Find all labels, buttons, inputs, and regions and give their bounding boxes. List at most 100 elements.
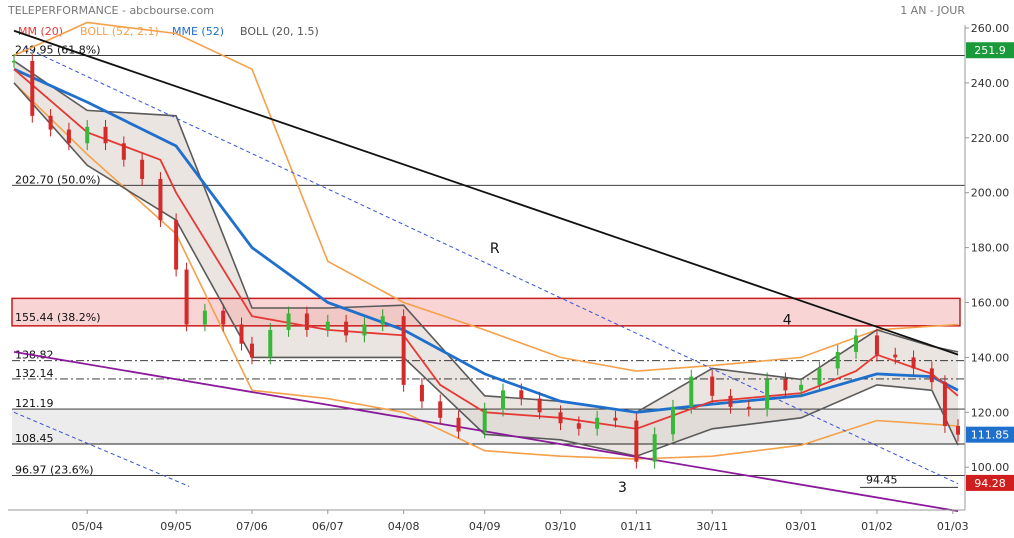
annotation-label: 3: [618, 480, 627, 496]
candle: [30, 60, 35, 116]
price-tag-label: 111.85: [971, 429, 1010, 442]
price-tag: [966, 42, 1014, 59]
candle: [817, 368, 822, 385]
candle: [158, 178, 163, 221]
price-tag-label: 251.9: [974, 44, 1006, 57]
candle: [249, 343, 254, 358]
candle: [893, 354, 898, 358]
y-axis: 100.00 120.00 140.00 160.00 180.00 200.00 220.…: [965, 22, 1009, 474]
price-tag: [966, 474, 1014, 491]
x-tick-label: 03/01: [785, 520, 817, 533]
candle: [746, 406, 751, 410]
trendline-channel-bottom: [13, 411, 190, 487]
plot-area: 249.95 (61.8%)202.70 (50.0%)155.44 (38.2…: [11, 21, 965, 513]
candle: [140, 159, 145, 179]
trendline-channel-top: [24, 46, 959, 485]
resistance-zone: [11, 297, 961, 327]
candle: [66, 129, 71, 144]
trendline-resistance: [13, 29, 959, 356]
candle: [286, 313, 291, 330]
candle: [202, 310, 207, 325]
candle: [595, 417, 600, 429]
candle: [783, 379, 788, 391]
level-label: 155.44 (38.2%): [15, 311, 101, 324]
x-tick-label: 05/04: [71, 520, 103, 533]
candle: [689, 376, 694, 407]
x-tick-label: 01/11: [621, 520, 653, 533]
price-tag: [966, 426, 1014, 443]
candle: [942, 382, 947, 427]
candle: [519, 390, 524, 399]
candle: [184, 269, 189, 325]
candle: [500, 390, 505, 410]
candle: [12, 60, 16, 63]
y-tick-label: 220.00: [971, 132, 1010, 145]
boll20-fill: [14, 60, 958, 457]
candle: [799, 384, 804, 391]
candle: [268, 329, 273, 358]
candle: [929, 368, 934, 383]
y-tick-label: 160.00: [971, 297, 1010, 310]
level-label: 121.19: [15, 397, 54, 410]
boll20-upper-line: [13, 60, 959, 414]
y-tick-label: 240.00: [971, 77, 1010, 90]
level-label: 132.14: [15, 367, 54, 380]
chart-title: TELEPERFORMANCE - abcbourse.com: [7, 4, 214, 17]
candle: [380, 316, 385, 325]
candle: [103, 126, 108, 144]
x-tick-label: 04/08: [388, 520, 420, 533]
candle: [239, 324, 244, 344]
candle: [728, 395, 733, 407]
level-label: 96.97 (23.6%): [15, 464, 94, 477]
level-label: 94.45: [866, 473, 898, 486]
x-tick-label: 07/06: [236, 520, 268, 533]
candle: [537, 398, 542, 413]
level-label: 108.45: [15, 432, 54, 445]
candle: [482, 409, 487, 432]
candle: [456, 417, 461, 432]
candle: [874, 335, 879, 355]
x-tick-label: 04/09: [469, 520, 501, 533]
legend-mm20: MM (20): [18, 25, 63, 38]
mme52-line: [13, 67, 959, 414]
x-tick-label: 03/10: [545, 520, 577, 533]
y-tick-label: 200.00: [971, 187, 1010, 200]
boll52-upper-line: [13, 21, 959, 372]
candle: [670, 406, 675, 435]
candle: [765, 379, 770, 410]
candle: [613, 417, 618, 421]
candle: [438, 401, 443, 418]
candle: [121, 143, 126, 160]
y-tick-label: 260.00: [971, 22, 1010, 35]
x-tick-label: 01/03: [937, 520, 969, 533]
candle: [710, 376, 715, 396]
price-tag-label: 94.28: [974, 477, 1006, 490]
candle: [835, 351, 840, 369]
candle: [362, 324, 367, 336]
trendline-support: [13, 351, 959, 513]
x-tick-label: 30/11: [696, 520, 728, 533]
x-tick-label: 09/05: [160, 520, 192, 533]
candle: [401, 316, 406, 385]
price-tags: 251.9 111.85 94.28: [966, 42, 1014, 491]
candle: [911, 357, 916, 369]
x-axis: 05/04 09/05 07/06 06/07 04/08 04/09 03/10 01/11…: [71, 510, 969, 533]
candle: [304, 313, 309, 330]
candle: [325, 321, 330, 330]
x-tick-label: 06/07: [312, 520, 344, 533]
candle: [956, 426, 960, 435]
level-label: 202.70 (50.0%): [15, 173, 101, 186]
candle: [558, 412, 563, 424]
legend-mme52: MME (52): [172, 25, 224, 38]
annotation-label: R: [490, 241, 500, 257]
candle: [85, 126, 90, 144]
annotation-label: 4: [783, 312, 792, 328]
candle: [174, 220, 179, 270]
y-tick-label: 100.00: [971, 461, 1010, 474]
x-tick-label: 01/02: [861, 520, 893, 533]
candle: [576, 423, 581, 429]
y-tick-label: 120.00: [971, 406, 1010, 419]
y-tick-label: 140.00: [971, 351, 1010, 364]
legend-boll20: BOLL (20, 1.5): [240, 25, 319, 38]
